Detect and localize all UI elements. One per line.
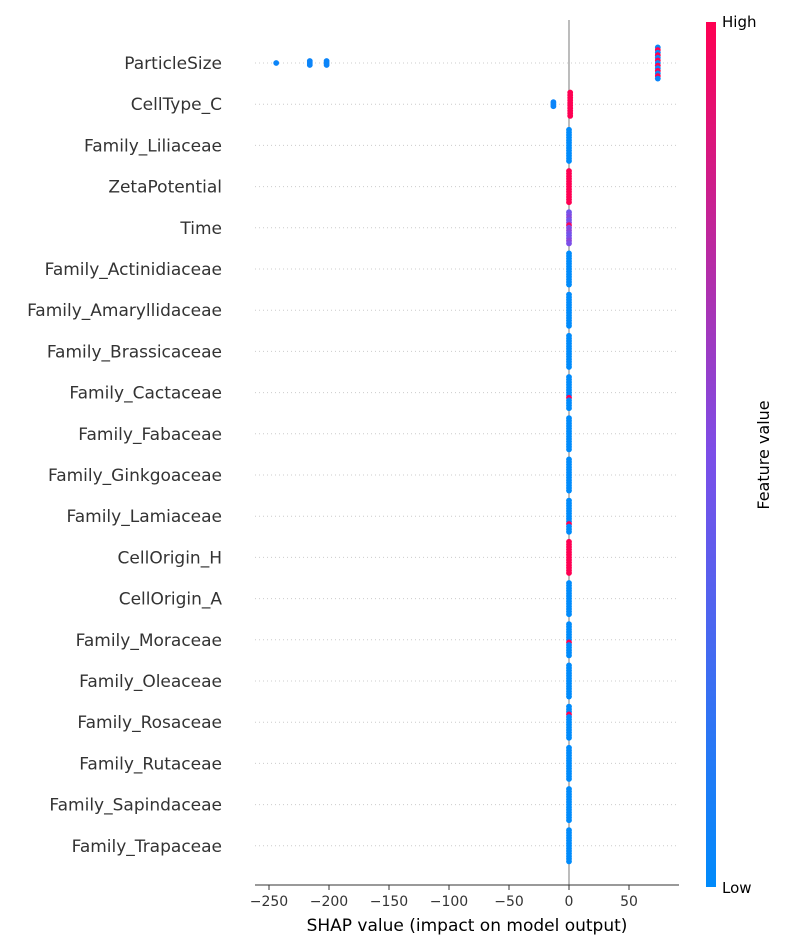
- shap-point: [566, 528, 572, 535]
- shap-point: [566, 570, 572, 576]
- feature-label: Family_Sapindaceae: [49, 796, 222, 816]
- shap-point: [566, 322, 572, 329]
- feature-label: Family_Oleaceae: [79, 672, 222, 692]
- shap-point: [566, 652, 572, 659]
- shap-point: [566, 734, 572, 741]
- shap-point: [550, 103, 557, 110]
- feature-label: CellOrigin_A: [119, 590, 223, 610]
- x-axis: −250 −200 −150 −100 −50 0 50: [250, 884, 679, 910]
- feature-labels: ParticleSize CellType_C Family_Liliaceae Ze…: [27, 54, 222, 857]
- x-axis-label: SHAP value (impact on model output): [307, 916, 628, 936]
- x-tick-label: −200: [310, 894, 348, 910]
- colorbar-title: Feature value: [754, 400, 773, 509]
- x-tick-label: −50: [494, 894, 524, 910]
- x-tick-label: −150: [370, 894, 408, 910]
- feature-label: CellOrigin_H: [118, 548, 222, 568]
- shap-point: [566, 199, 572, 206]
- colorbar-high-label: High: [722, 13, 756, 31]
- shap-point: [566, 158, 572, 164]
- x-tick-label: 0: [565, 894, 574, 910]
- shap-point: [273, 60, 280, 66]
- shap-point: [654, 75, 661, 82]
- shap-point: [567, 113, 574, 119]
- colorbar: [706, 22, 716, 887]
- feature-label: Family_Fabaceae: [78, 425, 222, 445]
- shap-point: [306, 62, 313, 68]
- feature-label: Time: [179, 219, 222, 239]
- feature-label: Family_Actinidiaceae: [45, 260, 222, 280]
- feature-label: CellType_C: [131, 95, 222, 115]
- feature-label: Family_Moraceae: [76, 631, 222, 651]
- shap-point: [323, 62, 330, 68]
- x-tick-label: −250: [250, 894, 288, 910]
- feature-label: Family_Rosaceae: [77, 713, 222, 733]
- feature-label: Family_Trapaceae: [72, 837, 222, 857]
- feature-label: ZetaPotential: [108, 178, 222, 198]
- shap-point: [566, 693, 572, 700]
- feature-label: Family_Ginkgoaceae: [48, 466, 222, 486]
- feature-label: Family_Brassicaceae: [47, 342, 222, 362]
- shap-point: [566, 611, 572, 618]
- feature-label: Family_Amaryllidaceae: [27, 301, 222, 321]
- shap-point: [566, 446, 572, 453]
- shap-point: [566, 281, 572, 288]
- feature-label: ParticleSize: [124, 54, 222, 74]
- shap-point: [566, 817, 572, 824]
- feature-label: Family_Lamiaceae: [67, 507, 222, 527]
- x-tick-label: −100: [430, 894, 468, 910]
- feature-label: Family_Liliaceae: [84, 136, 222, 156]
- row-guides: [255, 62, 679, 847]
- shap-point: [566, 487, 572, 494]
- colorbar-low-label: Low: [722, 879, 752, 897]
- feature-label: Family_Cactaceae: [69, 384, 222, 404]
- shap-point: [566, 240, 572, 247]
- shap-point: [566, 405, 572, 412]
- feature-label: Family_Rutaceae: [79, 754, 222, 774]
- points-layer: [273, 44, 661, 865]
- shap-point: [566, 364, 572, 370]
- x-tick-label: 50: [620, 894, 638, 910]
- shap-point: [566, 776, 572, 782]
- shap-point: [566, 858, 572, 865]
